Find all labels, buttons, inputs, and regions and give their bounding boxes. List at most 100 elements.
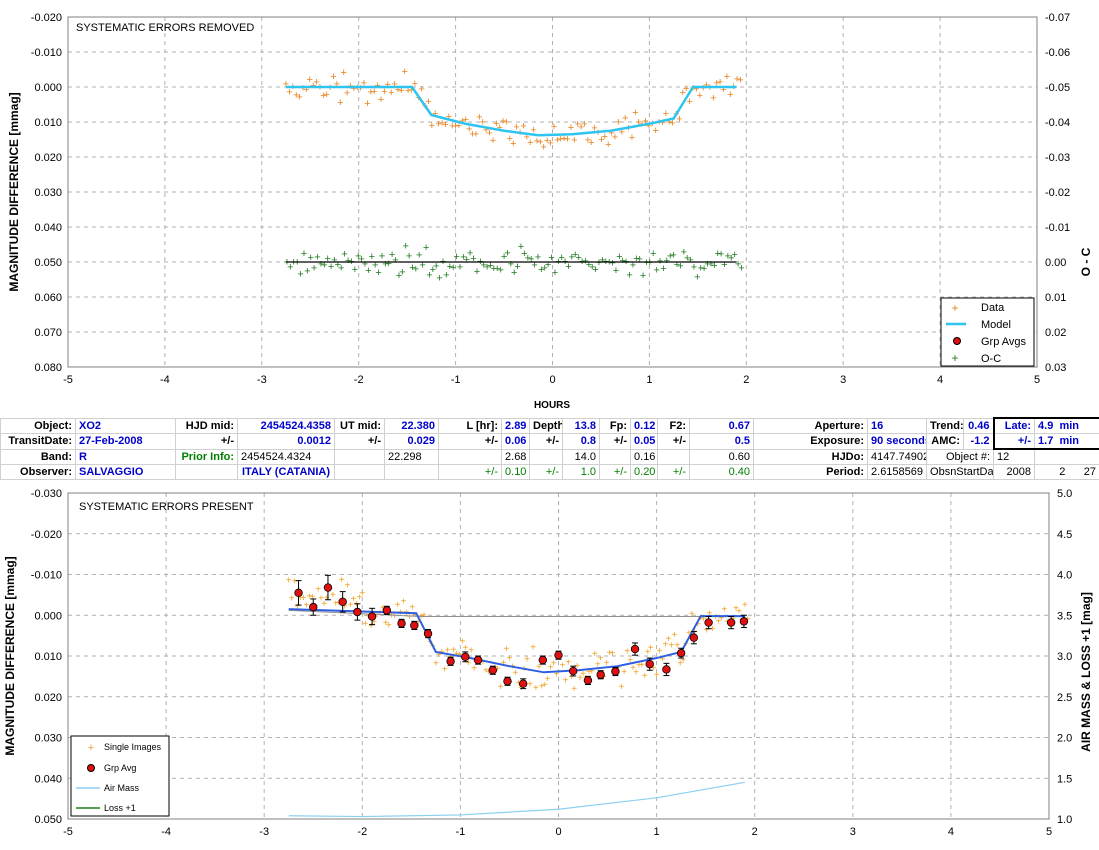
data-point: + [324, 89, 330, 101]
hjdo-label: HJDo: [753, 448, 869, 465]
bottom-y2-axis-label: AIR MASS & LOSS +1 [mag] [1079, 592, 1093, 752]
data-point: + [330, 71, 336, 83]
pm-late: +/- [992, 433, 1036, 450]
oc-point: + [718, 248, 724, 260]
single-image-point: + [371, 617, 377, 628]
data-point: + [439, 118, 445, 130]
oc-point: + [487, 260, 493, 272]
single-image-point: + [389, 611, 395, 622]
data-point: + [371, 86, 377, 98]
single-image-point: + [701, 614, 707, 625]
bottom-x-tick-label: 4 [948, 826, 954, 838]
data-point: + [425, 96, 431, 108]
bottom-y2-tick-label: 2.0 [1057, 733, 1072, 745]
oc-point: + [721, 259, 727, 271]
oc-point: + [677, 261, 683, 273]
l-error: 0.06 [501, 433, 531, 450]
single-image-point: + [677, 658, 683, 669]
top-x-tick-label: -4 [160, 374, 170, 386]
oc-point: + [575, 252, 581, 264]
oc-point: + [647, 257, 653, 269]
single-image-point: + [695, 619, 701, 630]
single-image-point: + [742, 600, 748, 611]
grp-avg-point [645, 659, 654, 669]
top-x-tick-label: -2 [354, 374, 364, 386]
data-point: + [429, 120, 435, 132]
grp-avg-point [503, 677, 512, 686]
bottom-y-tick-label: 0.030 [34, 733, 62, 745]
data-point: + [693, 84, 699, 96]
oc-point: + [592, 264, 598, 276]
data-point: + [622, 113, 628, 125]
l-label: L [hr]: [437, 417, 503, 434]
data-point: + [395, 84, 401, 96]
data-point: + [527, 137, 533, 149]
oc-point: + [548, 252, 554, 264]
grp-avg-point [538, 655, 548, 665]
pm-l: +/- [437, 433, 503, 450]
oc-point: + [453, 251, 459, 263]
single-image-point: + [721, 605, 727, 616]
f2-label: F2: [657, 417, 691, 434]
single-image-point: + [633, 667, 639, 678]
single-image-point: + [480, 657, 486, 668]
data-point: + [283, 78, 289, 90]
top-y-tick-label: 0.080 [34, 362, 62, 374]
single-image-point: + [604, 658, 610, 669]
f2-error: 0.5 [689, 433, 755, 450]
data-point: + [351, 83, 357, 95]
data-point: + [364, 98, 370, 110]
data-point: + [554, 135, 560, 147]
grp-avg-point [569, 666, 578, 676]
oc-point: + [735, 259, 741, 271]
data-point: + [334, 79, 340, 91]
band-label: Band: [0, 448, 76, 465]
oc-point: + [531, 259, 537, 271]
single-image-point: + [409, 602, 415, 613]
oc-point: + [406, 251, 412, 263]
top-x-tick-label: 2 [743, 374, 749, 386]
single-image-point: + [501, 658, 507, 669]
top-legend: + Data Model Grp Avgs + O-C [940, 297, 1035, 367]
data-point: + [700, 83, 706, 95]
top-ticks: -5 -4 -3 -2 -1 0 1 2 3 4 5 -0.020 -0.010 0.000 0.010 0.… [31, 12, 1070, 386]
data-point: + [513, 122, 519, 134]
single-image-point: + [459, 636, 465, 647]
top-y2-tick-label: -0.01 [1045, 222, 1070, 234]
data-point: + [452, 120, 458, 132]
oc-point: + [508, 258, 514, 270]
data-point: + [558, 134, 564, 146]
top-y2-axis-label: O - C [1079, 247, 1093, 276]
oc-point: + [392, 255, 398, 267]
oc-point: + [389, 249, 395, 261]
grp-avg-point [554, 650, 563, 660]
single-image-point: + [574, 661, 580, 672]
single-image-point: + [580, 669, 586, 680]
oc-point: + [386, 258, 392, 270]
amc-label: AMC: [926, 433, 965, 450]
single-image-point: + [324, 593, 330, 604]
top-x-tick-label: -3 [257, 374, 267, 386]
oc-point: + [375, 267, 381, 279]
bottom-y2-tick-label: 4.5 [1057, 529, 1072, 541]
single-image-point: + [692, 627, 698, 638]
single-image-point: + [745, 614, 751, 625]
top-x-tick-label: -5 [63, 374, 73, 386]
top-x-tick-label: 0 [549, 374, 555, 386]
data-point: + [293, 89, 299, 101]
single-image-point: + [318, 593, 324, 604]
single-image-point: + [406, 612, 412, 623]
single-image-point: + [515, 678, 521, 689]
single-image-point: + [427, 637, 433, 648]
data-point: + [480, 117, 486, 129]
oc-point: + [684, 252, 690, 264]
oc-point: + [664, 255, 670, 267]
prior-hjd: 2454524.4324 [237, 448, 335, 465]
single-image-point: + [598, 654, 604, 665]
oc-point: + [542, 263, 548, 275]
top-y-tick-label: 0.010 [34, 117, 62, 129]
data-point: + [642, 116, 648, 128]
airmass-line [288, 781, 745, 818]
single-image-point: + [286, 575, 292, 586]
oc-point: + [419, 259, 425, 271]
